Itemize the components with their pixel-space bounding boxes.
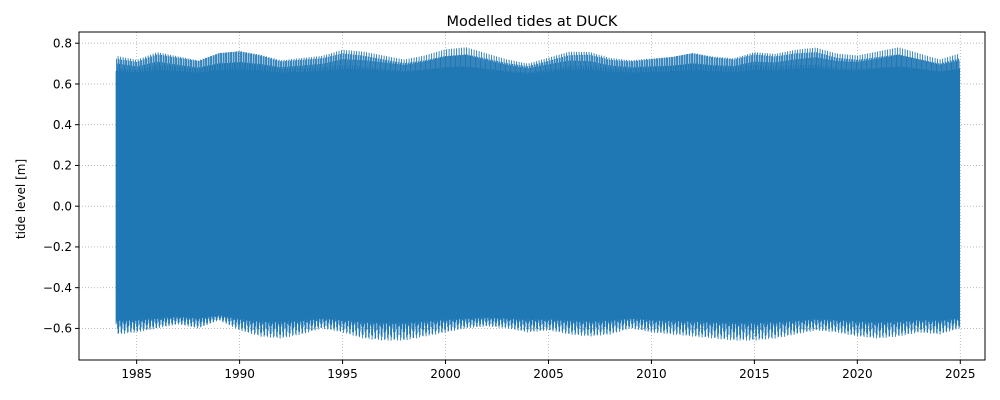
x-tick-label: 2000 xyxy=(430,367,461,381)
x-tick-label: 1995 xyxy=(327,367,358,381)
y-tick-label: −0.4 xyxy=(43,281,72,295)
chart-title: Modelled tides at DUCK xyxy=(447,14,618,30)
y-tick-label: 0.2 xyxy=(53,159,72,173)
y-tick-label: −0.6 xyxy=(43,322,72,336)
x-tick-label: 2020 xyxy=(842,367,873,381)
tide-series xyxy=(115,47,961,341)
x-tick-label: 2025 xyxy=(945,367,976,381)
y-tick-label: 0.6 xyxy=(53,77,72,91)
x-tick-label: 2015 xyxy=(739,367,770,381)
y-axis: −0.6 −0.4 −0.2 0.0 0.2 0.4 0.6 0.8 xyxy=(43,37,79,336)
x-tick-label: 1990 xyxy=(224,367,255,381)
x-axis: 1985 1990 1995 2000 2005 2010 2015 2020 2025 xyxy=(121,360,976,381)
tide-series-line-0 xyxy=(115,47,961,341)
x-tick-label: 2010 xyxy=(636,367,667,381)
y-tick-label: 0.4 xyxy=(53,118,72,132)
y-tick-label: 0.0 xyxy=(53,199,72,213)
y-tick-label: −0.2 xyxy=(43,240,72,254)
y-tick-label: 0.8 xyxy=(53,37,72,51)
x-tick-label: 1985 xyxy=(121,367,152,381)
x-tick-label: 2005 xyxy=(533,367,564,381)
y-axis-label: tide level [m] xyxy=(14,159,28,239)
plot-frame xyxy=(78,31,986,361)
